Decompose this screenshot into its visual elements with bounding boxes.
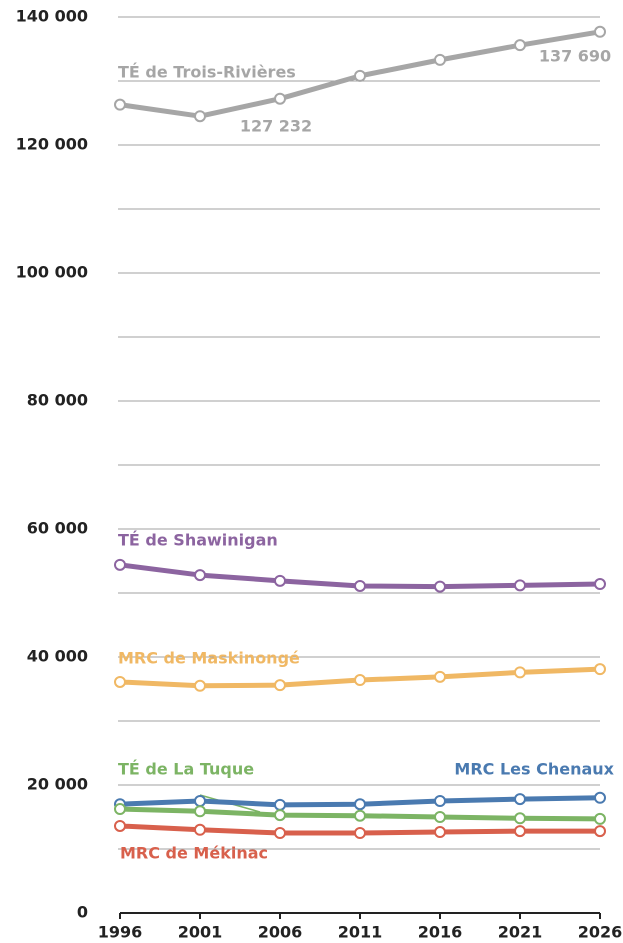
point (194, 795, 206, 807)
point (434, 826, 446, 839)
point (594, 791, 606, 804)
x-tick-label: 2006 (258, 923, 303, 942)
point (594, 825, 606, 838)
y-tick-label: 40 000 (27, 647, 88, 666)
point (594, 812, 606, 825)
series-label: TÉ de Trois-Rivières (118, 63, 296, 82)
series-label: MRC de Mékinac (120, 844, 268, 863)
point (434, 580, 446, 593)
y-tick-label: 80 000 (27, 391, 88, 410)
point (194, 110, 206, 123)
x-tick-label: 2011 (338, 923, 383, 942)
point (354, 827, 366, 839)
point (274, 574, 286, 587)
series-label: MRC de Maskinongé (118, 649, 300, 668)
y-tick-label: 60 000 (27, 519, 88, 538)
point (594, 25, 606, 38)
data-label: 137 690 (539, 47, 611, 66)
point (354, 69, 366, 82)
point (194, 823, 206, 836)
y-tick-label: 100 000 (16, 263, 88, 282)
point (274, 809, 286, 822)
point (114, 675, 126, 688)
series-label: TÉ de Shawinigan (118, 531, 278, 550)
point (274, 679, 286, 692)
y-tick-label: 140 000 (16, 7, 88, 26)
point (354, 579, 366, 592)
point (194, 679, 206, 692)
point (114, 819, 126, 832)
x-tick-label: 2026 (578, 923, 623, 942)
x-tick-label: 1996 (98, 923, 143, 942)
point (354, 798, 366, 811)
point (594, 578, 606, 591)
point (514, 666, 526, 679)
point (594, 663, 606, 676)
point (114, 98, 126, 111)
point (434, 670, 446, 683)
point (514, 793, 526, 806)
point (114, 558, 126, 571)
point (354, 809, 366, 822)
x-tick-label: 2016 (418, 923, 463, 942)
point (514, 39, 526, 52)
y-tick-label: 120 000 (16, 135, 88, 154)
point (434, 811, 446, 823)
point (274, 798, 286, 811)
x-tick-label: 2021 (498, 923, 543, 942)
y-tick-label: 0 (77, 903, 88, 922)
series-label: MRC Les Chenaux (454, 760, 614, 779)
series-label: TÉ de La Tuque (118, 760, 254, 779)
point (194, 569, 206, 582)
point (274, 92, 286, 105)
point (114, 803, 126, 815)
point (354, 674, 366, 687)
y-tick-label: 20 000 (27, 775, 88, 794)
data-label: 127 232 (240, 117, 312, 136)
point (194, 805, 206, 818)
point (434, 53, 446, 66)
point (434, 795, 446, 807)
x-tick-label: 2001 (178, 923, 223, 942)
point (514, 812, 526, 825)
point (274, 827, 286, 839)
point (514, 579, 526, 592)
point (514, 825, 526, 838)
